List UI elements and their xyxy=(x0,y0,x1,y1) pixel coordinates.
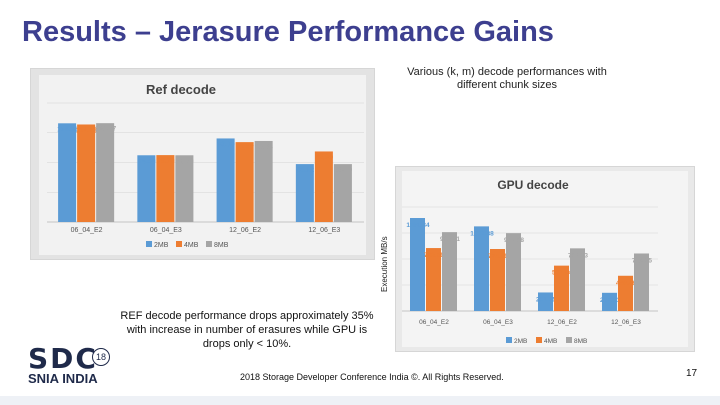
bar-8mb-12_06_e2 xyxy=(254,140,273,222)
legend-swatch-8mb xyxy=(206,241,212,247)
data-label: 116.11 xyxy=(57,126,78,133)
sdc-snia-india-logo: SDC 18 SNIA INDIA xyxy=(28,342,118,386)
legend-label: 4MB xyxy=(184,242,199,249)
category-label: 12_06_E2 xyxy=(547,319,577,326)
bar-8mb-06_04_e3 xyxy=(506,233,521,311)
bar-2mb-12_06_e2 xyxy=(538,292,553,311)
legend-swatch-4mb xyxy=(176,241,182,247)
chart-caption: Various (k, m) decode performances with … xyxy=(407,66,607,91)
legend-label: 2MB xyxy=(514,338,527,345)
legend-swatch-2mb xyxy=(146,241,152,247)
data-label: 78.50 xyxy=(138,158,156,165)
legend-swatch-4mb xyxy=(536,337,542,343)
bar-2mb-06_04_e3 xyxy=(474,226,489,311)
bar-2mb-06_04_e2 xyxy=(58,123,77,222)
bar-4mb-06_04_e2 xyxy=(77,124,96,222)
bar-8mb-06_04_e2 xyxy=(442,232,457,311)
data-label: 440.46 xyxy=(616,280,636,287)
data-label: 973.08 xyxy=(504,237,524,244)
data-label: 774.99 xyxy=(488,253,508,260)
bar-4mb-06_04_e3 xyxy=(490,249,505,311)
legend-label: 8MB xyxy=(574,338,587,345)
legend-label: 8MB xyxy=(214,242,229,249)
bar-2mb-12_06_e3 xyxy=(295,164,314,222)
category-label: 06_04_E2 xyxy=(419,319,449,326)
page-number: 17 xyxy=(686,368,698,379)
ref-vs-gpu-caption: REF decode performance drops approximate… xyxy=(120,310,374,350)
legend-swatch-2mb xyxy=(506,337,512,343)
data-label: 1057.88 xyxy=(470,230,494,237)
data-label: 93.97 xyxy=(236,145,254,152)
bar-4mb-12_06_e2 xyxy=(235,142,254,222)
bar-2mb-12_06_e3 xyxy=(602,292,617,311)
category-label: 12_06_E3 xyxy=(611,319,641,326)
data-label: 783.13 xyxy=(568,252,588,259)
data-label: 116.27 xyxy=(95,126,116,133)
category-label: 12_06_E2 xyxy=(229,227,261,234)
category-label: 06_04_E2 xyxy=(71,227,103,234)
bar-8mb-06_04_e2 xyxy=(96,123,115,222)
data-label: 231.75 xyxy=(536,296,556,303)
chart-title: GPU decode xyxy=(497,178,569,192)
data-label: 68.10 xyxy=(335,167,353,174)
bar-4mb-06_04_e2 xyxy=(426,248,441,311)
data-label: 786.69 xyxy=(424,252,444,259)
y-axis-label: Execution MB/s xyxy=(380,236,389,292)
footer-copyright: 2018 Storage Developer Conference India … xyxy=(240,372,504,382)
bar-8mb-12_06_e2 xyxy=(570,248,585,311)
data-label: 718.95 xyxy=(632,257,652,264)
data-label: 78.70 xyxy=(157,158,175,165)
bar-8mb-06_04_e3 xyxy=(175,155,194,222)
bar-4mb-12_06_e3 xyxy=(314,151,333,222)
category-label: 12_06_E3 xyxy=(308,227,340,234)
data-label: 227.51 xyxy=(600,297,620,304)
bar-4mb-12_06_e2 xyxy=(554,265,569,311)
gpu-decode-chart: GPU decode 1162.34 786.69 985.71 06_04_E2 105… xyxy=(395,166,695,352)
bar-4mb-12_06_e3 xyxy=(618,275,633,311)
data-label: 82.99 xyxy=(316,154,334,161)
data-label: 985.71 xyxy=(440,236,460,243)
bar-2mb-06_04_e2 xyxy=(410,218,425,311)
legend-swatch-8mb xyxy=(566,337,572,343)
gpu-decode-chart-svg: GPU decode 1162.34 786.69 985.71 06_04_E2 105… xyxy=(402,171,688,347)
bottom-decorative-bar xyxy=(0,396,720,405)
bar-4mb-06_04_e3 xyxy=(156,155,175,222)
category-label: 06_04_E3 xyxy=(483,319,513,326)
data-label: 95.33 xyxy=(255,144,273,151)
ref-decode-chart: Ref decode 116.11 114.73 116.27 06_04_E2 78.5… xyxy=(30,68,375,260)
page-title: Results – Jerasure Performance Gains xyxy=(22,16,554,48)
legend-label: 4MB xyxy=(544,338,557,345)
bar-2mb-12_06_e2 xyxy=(216,138,235,222)
data-label: 68.12 xyxy=(297,167,315,174)
logo-snia-text: SNIA INDIA xyxy=(28,371,98,386)
logo-sdc-text: SDC xyxy=(28,342,98,375)
chart-title: Ref decode xyxy=(146,82,216,97)
legend-label: 2MB xyxy=(154,242,169,249)
category-label: 06_04_E3 xyxy=(150,227,182,234)
data-label: 78.50 xyxy=(176,158,194,165)
logo-year-badge: 18 xyxy=(92,348,110,366)
data-label: 567.04 xyxy=(552,270,572,277)
data-label: 98.30 xyxy=(217,141,235,148)
bar-2mb-06_04_e3 xyxy=(137,155,156,222)
bar-8mb-12_06_e3 xyxy=(634,253,649,311)
bar-8mb-12_06_e3 xyxy=(333,164,352,222)
data-label: 1162.34 xyxy=(406,222,430,229)
data-label: 114.73 xyxy=(76,127,97,134)
